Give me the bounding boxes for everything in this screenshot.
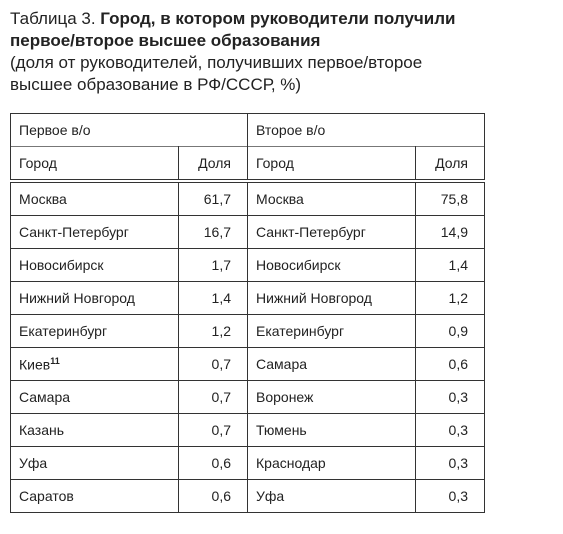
city-cell: Новосибирск (10, 248, 179, 282)
title: Таблица 3. Город, в котором руководители… (10, 8, 480, 96)
share-cell: 1,4 (178, 281, 248, 315)
share-cell: 0,6 (178, 479, 248, 513)
city-cell: Самара (10, 380, 179, 414)
city-cell: Киев11 (10, 347, 179, 381)
city-cell: Краснодар (247, 446, 416, 480)
share-cell: 0,7 (178, 380, 248, 414)
share-cell: 0,7 (178, 413, 248, 447)
table-row: Уфа 0,6 Краснодар 0,3 (10, 446, 485, 480)
city-cell: Екатеринбург (10, 314, 179, 348)
table-row: Екатеринбург 1,2 Екатеринбург 0,9 (10, 314, 485, 348)
table-row: Москва 61,7 Москва 75,8 (10, 179, 485, 216)
share-cell: 0,3 (415, 479, 485, 513)
table-row: Нижний Новгород 1,4 Нижний Новгород 1,2 (10, 281, 485, 315)
share-cell: 0,7 (178, 347, 248, 381)
city-cell: Санкт-Петербург (247, 215, 416, 249)
share-cell: 0,3 (415, 446, 485, 480)
column-header: Город (10, 146, 179, 182)
table-row: Санкт-Петербург 16,7 Санкт-Петербург 14,9 (10, 215, 485, 249)
city-cell: Казань (10, 413, 179, 447)
share-cell: 0,6 (178, 446, 248, 480)
share-cell: 1,2 (415, 281, 485, 315)
share-cell: 14,9 (415, 215, 485, 249)
table-row: Новосибирск 1,7 Новосибирск 1,4 (10, 248, 485, 282)
share-cell: 1,7 (178, 248, 248, 282)
city-name: Киев (19, 356, 51, 373)
city-cell: Самара (247, 347, 416, 381)
city-cell: Саратов (10, 479, 179, 513)
city-cell: Нижний Новгород (247, 281, 416, 315)
table-row: Саратов 0,6 Уфа 0,3 (10, 479, 485, 513)
group-header: Первое в/о (10, 113, 248, 147)
share-cell: 0,3 (415, 413, 485, 447)
city-cell: Уфа (247, 479, 416, 513)
table-row: Казань 0,7 Тюмень 0,3 (10, 413, 485, 447)
city-cell: Москва (10, 179, 179, 216)
column-header: Доля (415, 146, 485, 182)
share-cell: 0,6 (415, 347, 485, 381)
subtitle: (доля от руководителей, получивших перво… (10, 53, 423, 94)
column-header: Город (247, 146, 416, 182)
table-body: Москва 61,7 Москва 75,8 Санкт-Петербург 16,7 С… (10, 179, 485, 513)
city-cell: Санкт-Петербург (10, 215, 179, 249)
title-bold: Город, в котором руководители получили п… (10, 9, 456, 50)
table: Первое в/о Второе в/о Город Доля Город Доля … (10, 113, 485, 513)
city-cell: Екатеринбург (247, 314, 416, 348)
city-cell: Уфа (10, 446, 179, 480)
table-row: Самара 0,7 Воронеж 0,3 (10, 380, 485, 414)
city-cell: Москва (247, 179, 416, 216)
footnote-mark: 11 (50, 355, 60, 366)
column-header: Доля (178, 146, 248, 182)
group-header: Второе в/о (247, 113, 485, 147)
share-cell: 61,7 (178, 179, 248, 216)
city-cell: Тюмень (247, 413, 416, 447)
share-cell: 0,9 (415, 314, 485, 348)
share-cell: 1,2 (178, 314, 248, 348)
share-cell: 1,4 (415, 248, 485, 282)
share-cell: 0,3 (415, 380, 485, 414)
table-row: Киев11 0,7 Самара 0,6 (10, 347, 485, 381)
share-cell: 16,7 (178, 215, 248, 249)
table-label: Таблица 3. (10, 9, 96, 28)
city-cell: Воронеж (247, 380, 416, 414)
city-cell: Нижний Новгород (10, 281, 179, 315)
share-cell: 75,8 (415, 179, 485, 216)
city-cell: Новосибирск (247, 248, 416, 282)
